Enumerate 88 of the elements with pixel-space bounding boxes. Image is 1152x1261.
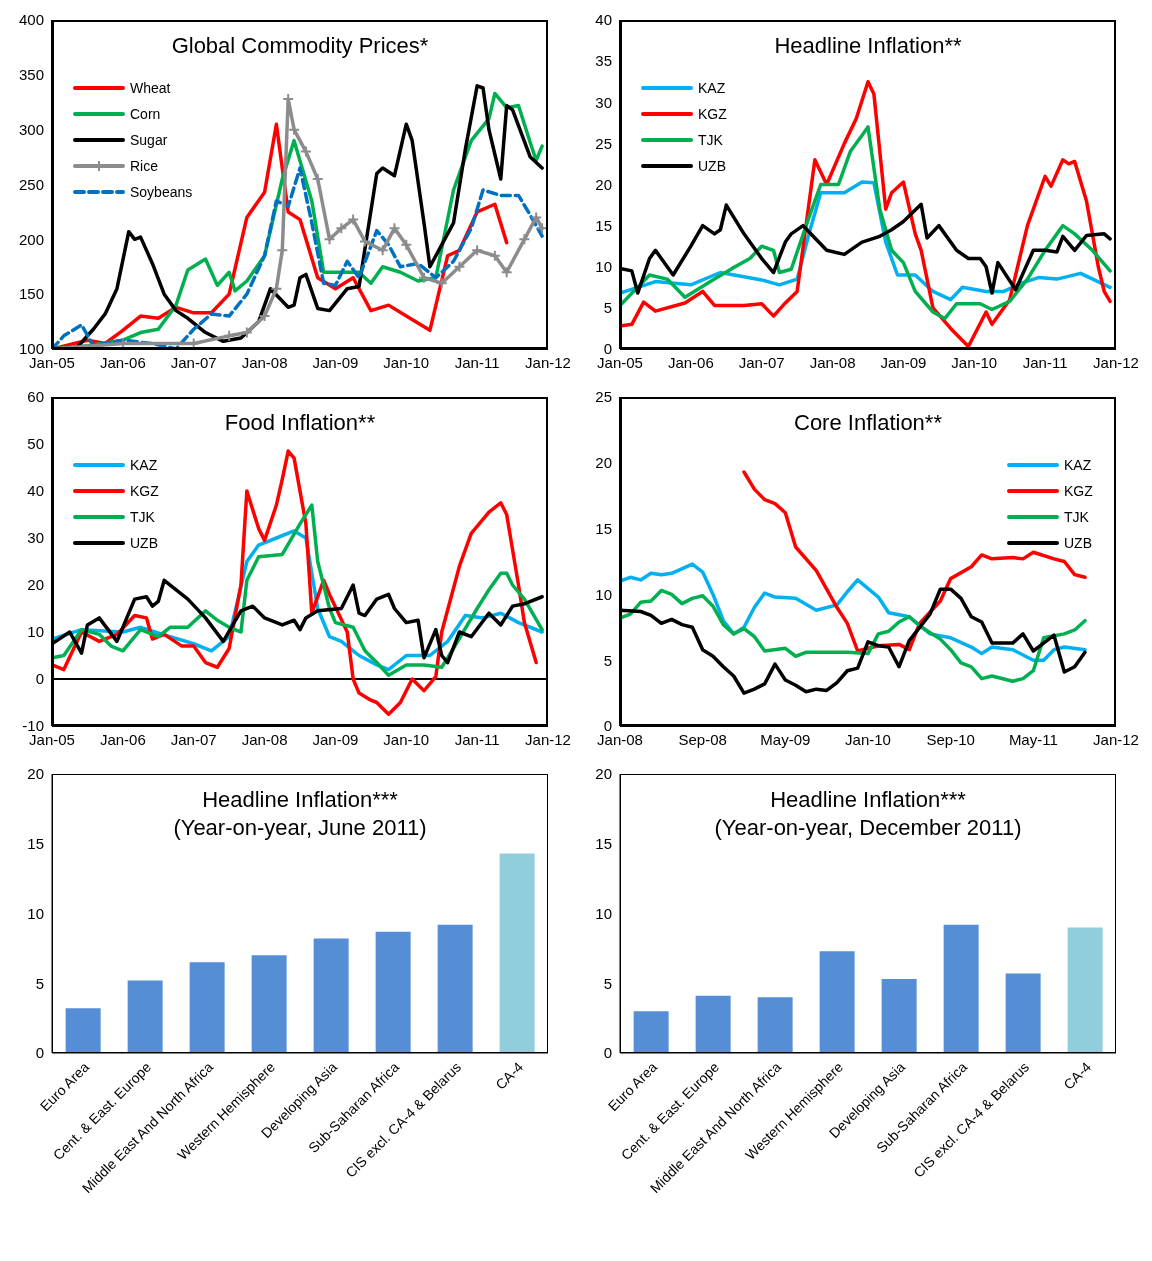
x-tick-label: Jan-10: [951, 353, 998, 371]
x-tick-label: Sep-08: [678, 730, 727, 748]
y-tick-label: 35: [595, 52, 612, 70]
y-tick-label: 15: [595, 835, 612, 853]
x-tick-label: Jan-07: [170, 353, 217, 371]
x-tick-label: Sep-10: [926, 730, 975, 748]
text: Core Inflation**: [793, 409, 943, 437]
y-tick-label: 0: [603, 1044, 612, 1062]
y-tick-label: 400: [18, 11, 44, 29]
y-tick-label: 5: [603, 299, 612, 317]
x-tick-label: Jan-12: [1093, 730, 1139, 748]
y-tick-label: 20: [595, 765, 612, 783]
text: (Year-on-year, June 2011): [172, 814, 428, 842]
y-tick-label: 40: [595, 11, 612, 29]
y-tick-label: 20: [27, 576, 44, 594]
y-tick-label: 5: [603, 651, 612, 669]
y-tick-label: 10: [27, 904, 44, 922]
y-tick-label: 10: [595, 585, 612, 603]
text: (Year-on-year, December 2011): [713, 814, 1023, 842]
y-tick-label: 20: [595, 454, 612, 472]
x-tick-label: Jan-12: [525, 730, 571, 748]
x-tick-label: Jan-09: [880, 353, 927, 371]
legend-label: KGZ: [698, 105, 727, 124]
legend-label: KGZ: [130, 482, 159, 501]
legend-label: TJK: [1064, 508, 1089, 527]
y-tick-label: 5: [35, 974, 44, 992]
x-tick-label: Jan-06: [667, 353, 714, 371]
y-tick-label: 30: [595, 93, 612, 111]
text: Food Inflation**: [223, 409, 377, 437]
legend-label: KAZ: [1064, 456, 1092, 475]
x-tick-label: Jan-09: [312, 730, 359, 748]
legend-label: TJK: [130, 508, 155, 527]
x-tick-label: Jan-06: [99, 353, 146, 371]
y-tick-label: 20: [27, 765, 44, 783]
legend-label: Soybeans: [130, 183, 193, 202]
y-tick-label: 150: [18, 285, 44, 303]
x-tick-label: Jan-08: [241, 353, 288, 371]
y-tick-label: 20: [595, 175, 612, 193]
legend-label: KAZ: [130, 456, 158, 475]
text: Headline Inflation**: [773, 32, 963, 60]
x-tick-label: Jan-07: [738, 353, 785, 371]
legend-label: Sugar: [130, 131, 168, 150]
y-tick-label: 10: [595, 258, 612, 276]
y-tick-label: 25: [595, 134, 612, 152]
text: Global Commodity Prices*: [170, 32, 430, 60]
legend-label: KAZ: [698, 79, 726, 98]
y-tick-label: 15: [595, 519, 612, 537]
y-tick-label: 250: [18, 175, 44, 193]
y-tick-label: 300: [18, 120, 44, 138]
y-tick-label: 60: [27, 388, 44, 406]
y-tick-label: 25: [595, 388, 612, 406]
x-tick-label: May-09: [760, 730, 811, 748]
legend-label: UZB: [698, 157, 726, 176]
x-tick-label: May-11: [1008, 730, 1058, 748]
x-tick-label: Jan-09: [312, 353, 359, 371]
legend-label: KGZ: [1064, 482, 1093, 501]
text: Headline Inflation***: [201, 786, 399, 814]
legend-label: UZB: [130, 534, 158, 553]
x-tick-label: Jan-10: [383, 353, 430, 371]
x-tick-label: Jan-07: [170, 730, 217, 748]
y-tick-label: 0: [35, 670, 44, 688]
legend-label: TJK: [698, 131, 723, 150]
y-tick-label: 350: [18, 66, 44, 84]
legend-label: Corn: [130, 105, 161, 124]
legend-label: Wheat: [130, 79, 171, 98]
x-tick-label: Jan-12: [525, 353, 571, 371]
x-tick-label: Jan-11: [1022, 353, 1068, 371]
x-tick-label: Jan-08: [241, 730, 288, 748]
x-tick-label: Jan-11: [454, 730, 500, 748]
y-tick-label: 40: [27, 482, 44, 500]
y-tick-label: 10: [27, 623, 44, 641]
legend-label: Rice: [130, 157, 159, 176]
y-tick-label: 5: [603, 974, 612, 992]
y-tick-label: 50: [27, 435, 44, 453]
y-tick-label: 0: [35, 1044, 44, 1062]
x-tick-label: Jan-10: [383, 730, 430, 748]
legend-label: UZB: [1064, 534, 1092, 553]
y-tick-label: 15: [27, 835, 44, 853]
x-tick-label: Jan-10: [845, 730, 891, 748]
y-tick-label: 10: [595, 904, 612, 922]
x-tick-label: Jan-12: [1093, 353, 1139, 371]
y-tick-label: 30: [27, 529, 44, 547]
text: Headline Inflation***: [769, 786, 967, 814]
x-tick-label: Jan-06: [99, 730, 146, 748]
y-tick-label: 15: [595, 216, 612, 234]
x-tick-label: Jan-08: [809, 353, 856, 371]
x-tick-label: Jan-11: [454, 353, 500, 371]
y-tick-label: 200: [18, 230, 44, 248]
